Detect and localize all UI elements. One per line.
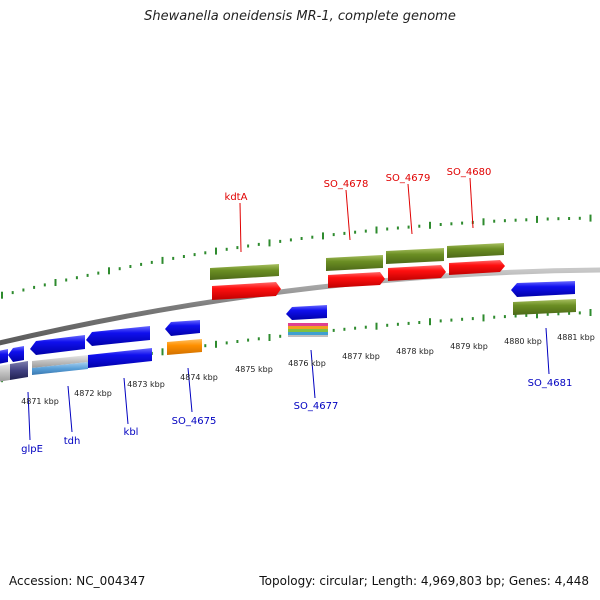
cds-glpE[interactable] [8, 346, 24, 362]
gene-glpE[interactable] [10, 361, 28, 380]
gene-kdtA[interactable] [210, 264, 279, 280]
connector-kdtA [239, 202, 242, 253]
tick-marks-lower [1, 309, 592, 383]
connector-tdh [67, 385, 73, 433]
connector-SO_4680 [469, 177, 474, 229]
connector-kbl [123, 377, 129, 425]
gene-label-SO_4678[interactable]: SO_4678 [324, 179, 369, 190]
tick-label: 4875 kbp [235, 365, 273, 374]
accession-label: Accession: NC_004347 [9, 574, 146, 588]
label-connectors [27, 177, 550, 441]
cds-kbl[interactable] [88, 348, 152, 368]
cds-SO_4678[interactable] [328, 272, 385, 288]
gene-partial-left[interactable] [0, 364, 10, 382]
gene-tdh-lower[interactable] [32, 362, 88, 375]
gene-label-SO_4679[interactable]: SO_4679 [386, 173, 431, 184]
tick-label: 4876 kbp [288, 359, 326, 368]
connector-glpE [27, 391, 31, 441]
tick-label: 4878 kbp [396, 347, 434, 356]
cds-SO_4681[interactable] [511, 281, 575, 297]
gene-SO_4677-band-5[interactable] [288, 335, 328, 337]
connector-SO_4681 [545, 327, 550, 375]
gene-label-SO_4677[interactable]: SO_4677 [294, 401, 339, 412]
gene-label-SO_4680[interactable]: SO_4680 [447, 167, 492, 178]
gene-label-kdtA[interactable]: kdtA [225, 192, 248, 203]
cds-kdtA[interactable] [212, 282, 281, 300]
tick-label: 4872 kbp [74, 389, 112, 398]
connector-SO_4679 [407, 183, 413, 235]
gene-label-SO_4681[interactable]: SO_4681 [528, 378, 573, 389]
gene-label-SO_4675[interactable]: SO_4675 [172, 416, 217, 427]
gene-label-glpE[interactable]: glpE [21, 444, 43, 455]
gene-SO_4677-band-2[interactable] [288, 326, 328, 329]
tick-label: 4877 kbp [342, 352, 380, 361]
cds-partial-left[interactable] [0, 349, 8, 364]
gene-SO_4677-band-3[interactable] [288, 329, 328, 332]
gene-label-kbl[interactable]: kbl [124, 427, 139, 438]
cds-SO_4679[interactable] [388, 265, 446, 281]
tick-marks-upper [1, 214, 592, 299]
genome-summary: Topology: circular; Length: 4,969,803 bp… [259, 574, 589, 588]
cds-SO_4677[interactable] [286, 305, 327, 320]
genome-backbone [0, 267, 600, 346]
forward-strand-genes [210, 243, 505, 300]
tick-label: 4879 kbp [450, 342, 488, 351]
cds-kbl-upper[interactable] [86, 326, 150, 346]
gene-SO_4680[interactable] [447, 243, 504, 258]
tick-label: 4880 kbp [504, 337, 542, 346]
tick-label: 4873 kbp [127, 380, 165, 389]
reverse-strand-genes [0, 281, 576, 382]
connector-SO_4675 [187, 367, 193, 413]
tick-label: 4881 kbp [557, 333, 595, 342]
gene-label-tdh[interactable]: tdh [64, 436, 81, 447]
tick-label: 4871 kbp [21, 397, 59, 406]
gene-tdh[interactable] [32, 355, 88, 368]
cds-SO_4675[interactable] [165, 320, 200, 336]
gene-SO_4681[interactable] [513, 299, 576, 315]
connector-SO_4677 [310, 349, 316, 399]
gene-SO_4677-band-1[interactable] [288, 323, 328, 326]
cds-SO_4680[interactable] [449, 260, 505, 275]
gene-SO_4679[interactable] [386, 248, 444, 264]
gene-SO_4675[interactable] [167, 339, 202, 355]
map-title: Shewanella oneidensis MR-1, complete gen… [144, 9, 456, 24]
tick-label: 4874 kbp [180, 373, 218, 382]
connector-SO_4678 [345, 189, 351, 241]
gene-SO_4677-band-4[interactable] [288, 332, 328, 335]
cds-tdh[interactable] [30, 335, 85, 355]
gene-SO_4678[interactable] [326, 255, 383, 271]
